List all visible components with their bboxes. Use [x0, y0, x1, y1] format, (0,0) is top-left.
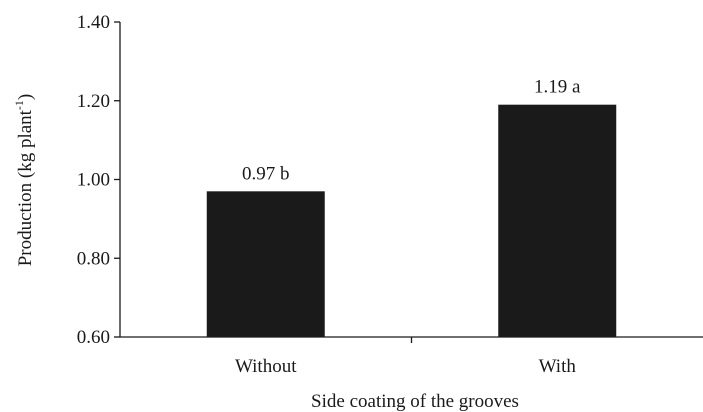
y-axis-title-superscript: -1 [12, 100, 26, 110]
y-tick-label: 0.80 [77, 248, 110, 269]
y-tick-label: 1.40 [77, 12, 110, 33]
y-tick-label: 1.00 [77, 170, 110, 191]
y-tick-label: 0.60 [77, 327, 110, 348]
y-axis-title: Production (kg plant-1) [12, 94, 36, 267]
data-label: 1.19 a [534, 77, 581, 98]
x-axis-title: Side coating of the grooves [311, 391, 519, 412]
y-axis-title-main: Production (kg plant [15, 109, 36, 266]
data-label: 0.97 b [242, 163, 290, 184]
x-tick-label: Without [235, 356, 297, 377]
plot-area: 0.60 0.80 1.00 1.20 1.40 0.97 b Without 1.19 a W… [77, 12, 703, 377]
bar-without [206, 191, 325, 337]
y-tick-label: 1.20 [77, 91, 110, 112]
bar-with [498, 104, 617, 337]
y-axis-title-close: ) [15, 94, 36, 100]
x-tick-label: With [539, 356, 577, 377]
